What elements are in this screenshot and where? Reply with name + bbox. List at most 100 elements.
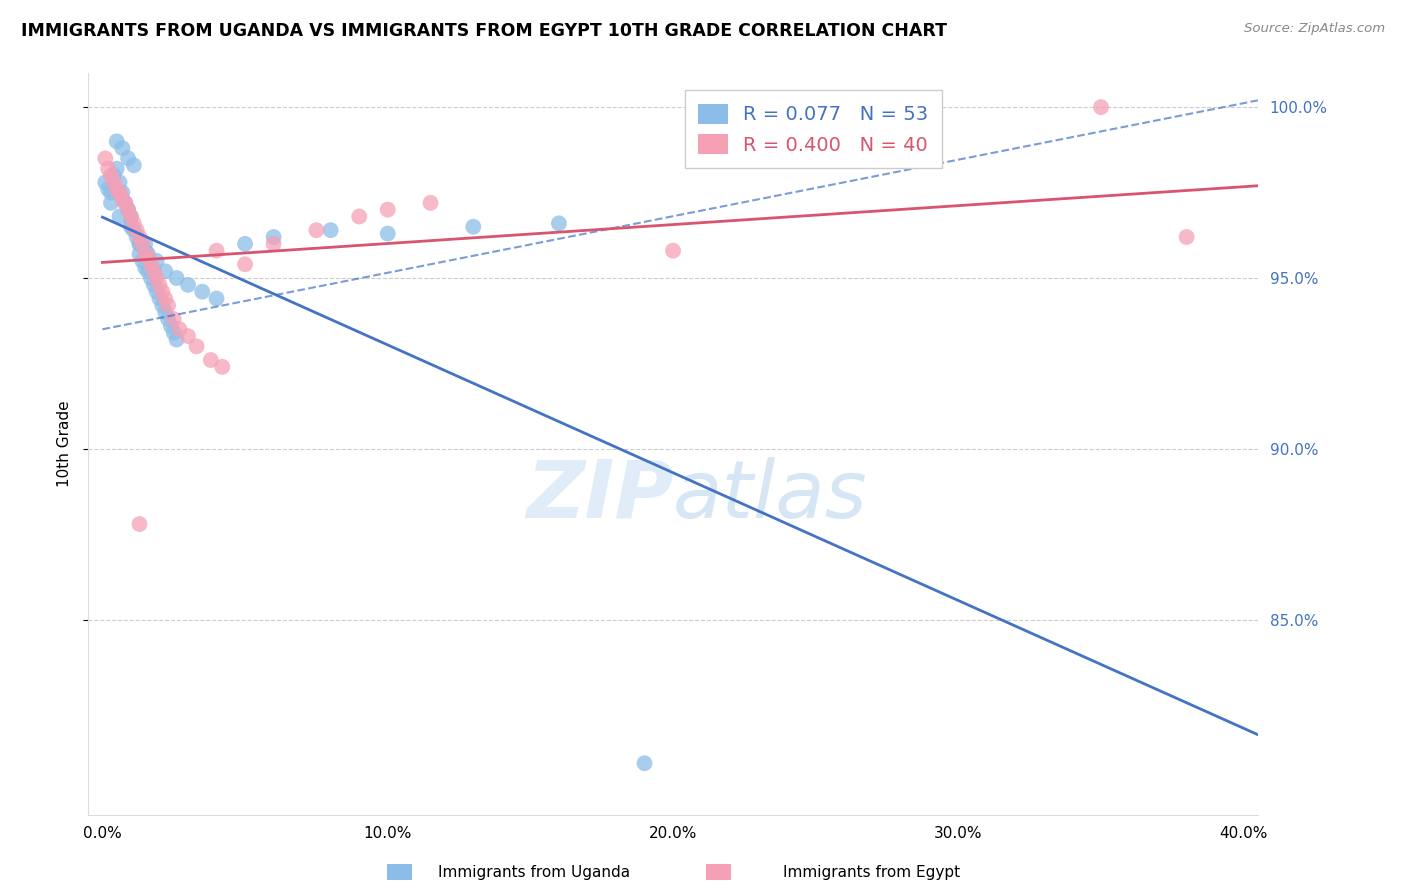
- Point: [191, 285, 214, 299]
- Point: [150, 285, 173, 299]
- Point: [105, 161, 128, 176]
- Point: [263, 236, 285, 251]
- Point: [153, 264, 176, 278]
- Point: [97, 182, 120, 196]
- Text: Immigrants from Uganda: Immigrants from Uganda: [439, 865, 630, 880]
- Point: [139, 257, 162, 271]
- Point: [166, 271, 188, 285]
- Point: [97, 161, 120, 176]
- Point: [120, 219, 142, 234]
- Point: [662, 244, 685, 258]
- Point: [122, 216, 145, 230]
- Y-axis label: 10th Grade: 10th Grade: [58, 401, 72, 487]
- Point: [263, 230, 285, 244]
- Point: [134, 247, 156, 261]
- Point: [100, 169, 122, 183]
- Point: [150, 298, 173, 312]
- Text: Source: ZipAtlas.com: Source: ZipAtlas.com: [1244, 22, 1385, 36]
- Point: [105, 134, 128, 148]
- Point: [122, 158, 145, 172]
- Point: [111, 193, 134, 207]
- Point: [305, 223, 328, 237]
- Point: [136, 251, 159, 265]
- Point: [103, 169, 125, 183]
- Point: [128, 236, 150, 251]
- Point: [200, 353, 222, 368]
- Point: [120, 210, 142, 224]
- Point: [169, 322, 191, 336]
- Point: [145, 254, 167, 268]
- Point: [128, 230, 150, 244]
- Point: [100, 186, 122, 200]
- Point: [108, 186, 131, 200]
- Point: [134, 244, 156, 258]
- Point: [419, 195, 441, 210]
- Point: [205, 292, 228, 306]
- Point: [128, 247, 150, 261]
- Point: [211, 359, 233, 374]
- Point: [136, 247, 159, 261]
- Point: [463, 219, 485, 234]
- Point: [114, 195, 136, 210]
- Point: [145, 285, 167, 299]
- Point: [1090, 100, 1112, 114]
- Point: [134, 260, 156, 275]
- Point: [139, 271, 162, 285]
- Point: [131, 254, 153, 268]
- Text: ZIP: ZIP: [526, 457, 673, 534]
- Point: [105, 182, 128, 196]
- Point: [205, 244, 228, 258]
- Point: [111, 186, 134, 200]
- Point: [94, 152, 117, 166]
- Point: [108, 210, 131, 224]
- Text: atlas: atlas: [673, 457, 868, 534]
- Point: [117, 152, 139, 166]
- Point: [120, 210, 142, 224]
- Point: [177, 277, 200, 292]
- Point: [142, 264, 165, 278]
- Point: [177, 329, 200, 343]
- Point: [377, 202, 399, 217]
- Point: [142, 264, 165, 278]
- Point: [125, 230, 148, 244]
- Point: [633, 756, 655, 771]
- Point: [160, 318, 183, 333]
- Point: [128, 236, 150, 251]
- Point: [166, 333, 188, 347]
- Point: [145, 271, 167, 285]
- Point: [148, 292, 170, 306]
- Point: [233, 257, 256, 271]
- Point: [233, 236, 256, 251]
- Point: [120, 216, 142, 230]
- Point: [163, 326, 186, 340]
- Text: IMMIGRANTS FROM UGANDA VS IMMIGRANTS FROM EGYPT 10TH GRADE CORRELATION CHART: IMMIGRANTS FROM UGANDA VS IMMIGRANTS FRO…: [21, 22, 948, 40]
- Point: [117, 202, 139, 217]
- Point: [163, 312, 186, 326]
- Point: [103, 175, 125, 189]
- Point: [122, 223, 145, 237]
- Point: [153, 292, 176, 306]
- Point: [111, 141, 134, 155]
- Point: [134, 236, 156, 251]
- Point: [186, 339, 208, 353]
- Legend: R = 0.077   N = 53, R = 0.400   N = 40: R = 0.077 N = 53, R = 0.400 N = 40: [685, 90, 942, 168]
- Point: [94, 175, 117, 189]
- Point: [117, 202, 139, 217]
- Point: [125, 223, 148, 237]
- Point: [128, 517, 150, 532]
- Point: [142, 277, 165, 292]
- Point: [347, 210, 370, 224]
- Point: [548, 216, 571, 230]
- Point: [108, 175, 131, 189]
- Point: [136, 264, 159, 278]
- Point: [100, 195, 122, 210]
- Point: [131, 236, 153, 251]
- Point: [148, 277, 170, 292]
- Point: [1175, 230, 1198, 244]
- Point: [377, 227, 399, 241]
- Point: [153, 305, 176, 319]
- Point: [157, 312, 180, 326]
- Point: [319, 223, 342, 237]
- Point: [114, 195, 136, 210]
- Point: [157, 298, 180, 312]
